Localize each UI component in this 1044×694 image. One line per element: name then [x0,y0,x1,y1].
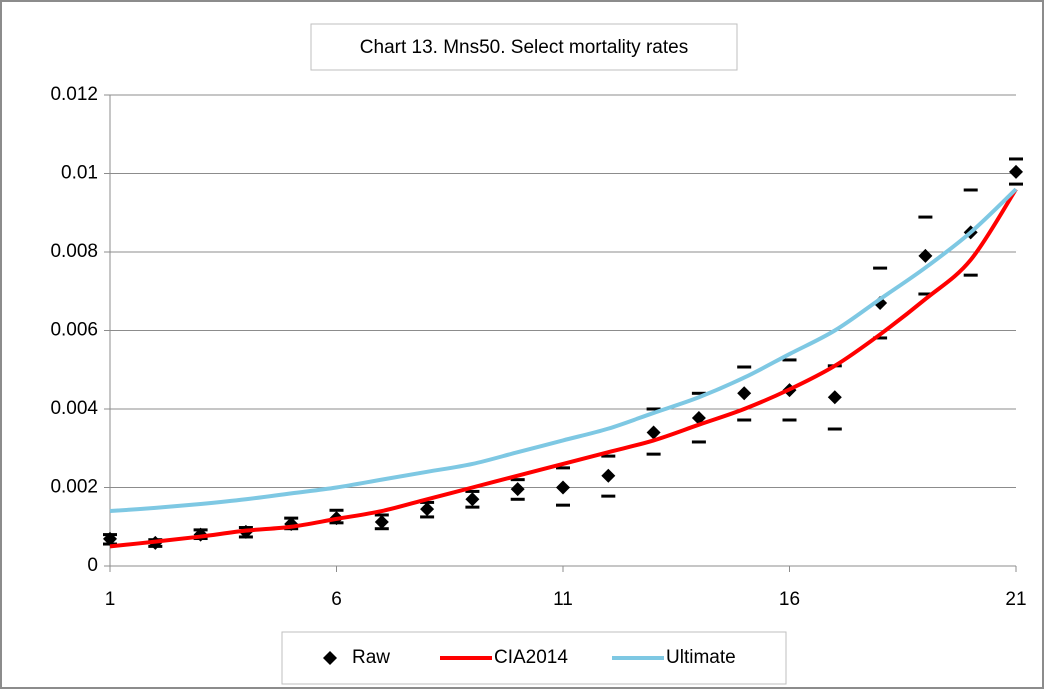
raw-marker [465,492,480,507]
y-tick-label: 0.004 [50,398,98,419]
raw-marker [510,482,525,497]
legend-label: Raw [352,647,390,668]
raw-marker [737,386,752,401]
x-tick-label: 1 [105,589,116,610]
y-tick-label: 0.008 [50,241,98,262]
y-tick-label: 0.006 [50,320,98,341]
x-tick-label: 6 [331,589,342,610]
raw-marker [374,515,389,530]
legend-box [281,631,787,685]
raw-marker [556,480,570,495]
title-box [310,23,738,71]
legend-label: CIA2014 [494,647,568,668]
raw-marker [918,248,933,263]
series-line [109,188,1018,549]
chart-title: Chart 13. Mns50. Select mortality rates [360,37,688,58]
series-line [109,187,1018,514]
raw-marker [1009,164,1023,179]
raw-marker [420,502,435,517]
legend-label: Ultimate [666,647,736,668]
y-tick-label: 0.012 [50,84,98,105]
raw-marker [827,390,842,405]
raw-marker [601,468,616,483]
y-tick-label: 0.002 [50,477,98,498]
y-tick-label: 0.01 [61,163,98,184]
legend-marker [323,651,337,665]
raw-marker [646,425,661,440]
y-tick-label: 0 [87,555,98,576]
raw-marker [103,531,117,546]
x-tick-label: 21 [1005,589,1026,610]
x-tick-label: 16 [779,589,800,610]
x-tick-label: 11 [553,589,573,610]
